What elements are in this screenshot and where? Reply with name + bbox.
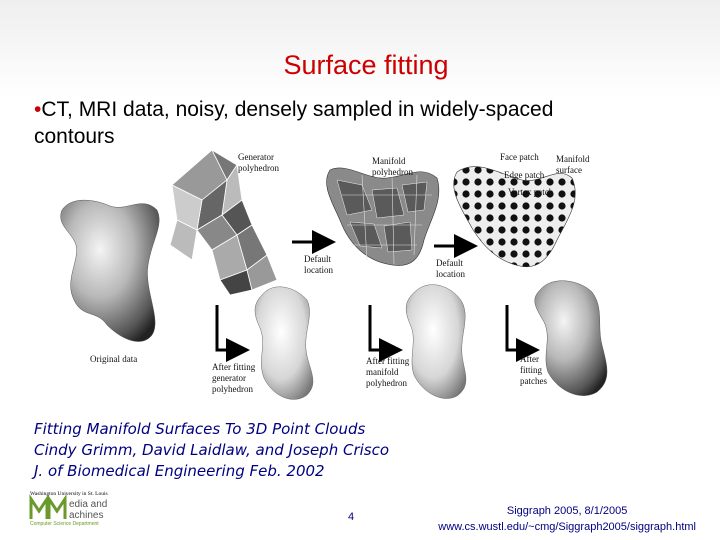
logo-department: Computer Science Department (30, 521, 99, 527)
label-default-location-2a: Default (436, 258, 463, 268)
surface-fitting-figure: Original data Generator polyhedron De (52, 140, 642, 410)
fitted-manifold-shape (405, 284, 467, 399)
logo-line1: edia and (69, 499, 107, 510)
logo-mm-icon (29, 494, 67, 519)
arrow-down-right-icon (505, 305, 540, 362)
generator-polyhedron (169, 148, 278, 296)
media-and-machines-logo: Washington University in St. Louis edia … (29, 489, 121, 527)
citation-journal: J. of Biomedical Engineering Feb. 2002 (34, 462, 325, 480)
label-after-generator-3: polyhedron (212, 384, 253, 394)
logo-line2: achines (69, 510, 103, 521)
fitted-generator-shape (254, 286, 314, 400)
label-generator-1: Generator (238, 152, 274, 162)
page-number: 4 (348, 511, 355, 523)
label-after-manifold-1: After fitting (366, 356, 410, 366)
label-manifold-2: polyhedron (372, 167, 413, 177)
footer-url[interactable]: www.cs.wustl.edu/~cmg/Siggraph2005/siggr… (438, 521, 696, 533)
label-manifold-surface-1: Manifold (556, 154, 590, 164)
bullet-text-line2: contours (34, 125, 115, 148)
label-after-manifold-3: polyhedron (366, 378, 407, 388)
footer: Siggraph 2005, 8/1/2005 www.cs.wustl.edu… (438, 503, 696, 535)
bullet-marker: • (34, 98, 42, 121)
label-default-location-1a: Default (304, 254, 331, 264)
citation-authors: Cindy Grimm, David Laidlaw, and Joseph C… (34, 441, 390, 459)
label-default-location-2b: location (436, 269, 465, 279)
bullet-item: •CT, MRI data, noisy, densely sampled in… (34, 96, 654, 150)
label-default-location-1b: location (304, 265, 333, 275)
footer-event: Siggraph 2005, 8/1/2005 (506, 505, 628, 517)
citation-title: Fitting Manifold Surfaces To 3D Point Cl… (34, 420, 366, 438)
label-original-data: Original data (90, 354, 137, 364)
arrow-down-right-icon (215, 305, 250, 362)
arrow-down-right-icon (368, 305, 403, 362)
figure-svg: Original data Generator polyhedron De (60, 148, 608, 400)
fitted-patches-shape (534, 280, 608, 396)
citation: Fitting Manifold Surfaces To 3D Point Cl… (34, 419, 389, 482)
manifold-polyhedron (326, 167, 440, 266)
original-data-shape (60, 199, 160, 342)
bullet-text-line1: CT, MRI data, noisy, densely sampled in … (41, 98, 554, 121)
logo-university: Washington University in St. Louis (30, 491, 108, 497)
label-after-patches-1: After (520, 354, 539, 364)
slide-title: Surface fitting (283, 50, 449, 80)
label-after-manifold-2: manifold (366, 367, 399, 377)
manifold-surface (453, 166, 576, 268)
label-after-generator-2: generator (212, 373, 246, 383)
label-after-patches-2: fitting (520, 365, 542, 375)
label-manifold-surface-2: surface (556, 165, 582, 175)
label-manifold-1: Manifold (372, 156, 406, 166)
label-after-generator-1: After fitting (212, 362, 256, 372)
label-face-patch: Face patch (500, 152, 539, 162)
label-generator-2: polyhedron (238, 163, 279, 173)
label-vertex-patch: Vertex patch (508, 187, 554, 197)
label-after-patches-3: patches (520, 376, 547, 386)
label-edge-patch: Edge patch (504, 170, 545, 180)
